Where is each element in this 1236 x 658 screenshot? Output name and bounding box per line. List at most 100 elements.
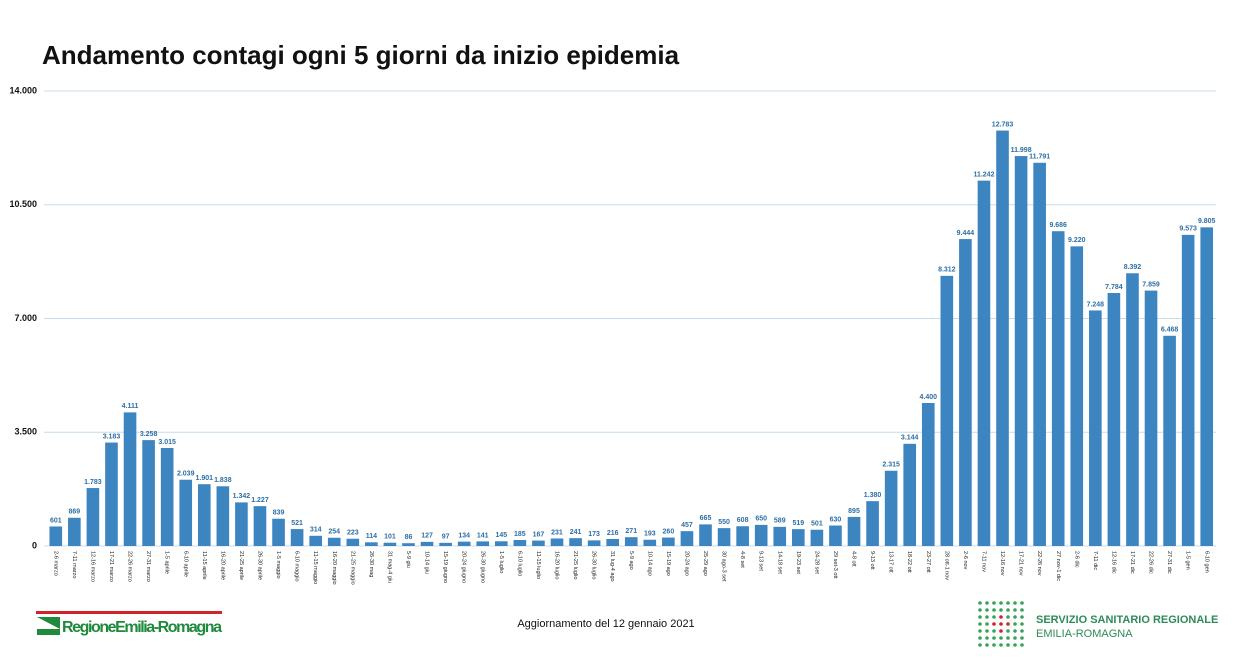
bar <box>160 448 174 546</box>
bar <box>680 531 694 546</box>
bar <box>940 275 954 546</box>
bar <box>420 541 434 546</box>
x-tick-label: 27-31 marzo <box>145 551 151 582</box>
bar <box>105 442 118 546</box>
value-label: 11.791 <box>1029 154 1050 161</box>
value-label: 7.784 <box>1105 284 1123 291</box>
bar <box>383 542 397 546</box>
bar <box>829 525 842 546</box>
logo-flag-stripe <box>37 617 60 629</box>
bar <box>68 517 81 546</box>
x-tick-label: 18-22 ott <box>906 551 912 573</box>
logo-dot <box>992 622 996 626</box>
value-label: 1.342 <box>233 493 251 500</box>
value-label: 3.258 <box>140 431 158 438</box>
value-label: 97 <box>442 534 450 541</box>
logo-dot <box>992 629 996 633</box>
value-label: 869 <box>69 509 81 516</box>
x-tick-label: 1-5 maggio <box>275 551 281 579</box>
value-label: 9.444 <box>957 230 975 237</box>
bar <box>959 239 972 546</box>
bar <box>532 540 545 546</box>
logo-dot <box>1020 615 1024 619</box>
value-label: 519 <box>792 520 804 527</box>
logo-dot <box>985 629 989 633</box>
logo-dot <box>992 615 996 619</box>
bar <box>197 484 211 546</box>
x-tick-label: 22-26 nov <box>1036 551 1042 576</box>
value-label: 167 <box>533 531 545 538</box>
value-label: 501 <box>811 521 823 528</box>
y-tick-label: 14.000 <box>9 85 37 95</box>
x-tick-label: 16-20 maggio <box>331 551 337 585</box>
bar <box>977 180 991 546</box>
x-tick-label: 27 nov-1 dic <box>1055 551 1061 581</box>
value-label: 223 <box>347 530 359 537</box>
bar <box>49 526 63 546</box>
bar <box>1089 310 1102 546</box>
x-tick-label: 12-16 nov <box>999 551 1005 576</box>
bar <box>921 403 935 546</box>
bar <box>662 537 675 546</box>
value-label: 608 <box>737 517 749 524</box>
logo-dot <box>1006 622 1010 626</box>
value-label: 1.783 <box>84 479 102 486</box>
logo-dot <box>1006 636 1010 640</box>
bar <box>513 539 527 546</box>
logo-dot <box>1013 629 1017 633</box>
x-tick-label: 6-10 luglio <box>516 551 522 576</box>
bar <box>1144 290 1158 546</box>
x-tick-label: 15-19 giugno <box>442 551 448 583</box>
bar <box>643 539 657 546</box>
value-label: 2.315 <box>882 462 900 469</box>
x-tick-label: 21-25 aprile <box>238 551 244 580</box>
value-label: 3.144 <box>901 435 919 442</box>
logo-dot <box>999 608 1003 612</box>
x-tick-label: 2-6 marzo <box>52 551 58 576</box>
value-label: 12.783 <box>992 121 1014 128</box>
x-tick-label: 13-17 ott <box>888 551 894 573</box>
x-tick-label: 15-19 ago <box>665 551 671 576</box>
value-label: 254 <box>328 529 340 536</box>
x-tick-label: 10-14 ago <box>646 551 652 576</box>
value-label: 260 <box>663 528 675 535</box>
value-label: 173 <box>588 531 600 538</box>
y-tick-label: 7.000 <box>14 313 37 323</box>
bar <box>457 541 471 546</box>
bar <box>309 535 322 546</box>
bar <box>494 541 508 546</box>
bar <box>86 488 100 546</box>
y-tick-label: 10.500 <box>9 199 37 209</box>
value-label: 231 <box>551 529 563 536</box>
region-logo-text: RegioneEmilia-Romagna <box>62 619 222 636</box>
bar <box>1070 246 1084 546</box>
bar <box>754 524 768 546</box>
value-label: 9.573 <box>1179 226 1197 233</box>
value-label: 521 <box>291 520 303 527</box>
x-tick-label: 28 ott-1 nov <box>943 551 949 580</box>
logo-dot <box>978 622 982 626</box>
x-tick-label: 9-13 set <box>758 551 764 571</box>
logo-dot <box>978 629 982 633</box>
value-label: 589 <box>774 518 786 525</box>
x-tick-label: 20-24 ago <box>683 551 689 576</box>
x-tick-label: 17-21 marzo <box>108 551 114 582</box>
x-tick-label: 2-6 nov <box>962 551 968 570</box>
bar <box>884 470 898 546</box>
value-label: 1.227 <box>251 497 269 504</box>
value-label: 457 <box>681 522 693 529</box>
bar <box>699 524 712 546</box>
logo-dot <box>985 636 989 640</box>
bar <box>996 130 1009 547</box>
value-label: 9.686 <box>1049 222 1067 229</box>
value-label: 2.039 <box>177 471 195 478</box>
value-label: 1.838 <box>214 477 232 484</box>
chart-title: Andamento contagi ogni 5 giorni da inizi… <box>42 40 680 70</box>
x-tick-label: 25-29 ago <box>702 551 708 576</box>
value-label: 11.998 <box>1011 147 1032 154</box>
value-label: 185 <box>514 531 526 538</box>
logo-dot <box>978 608 982 612</box>
bar <box>327 537 341 546</box>
region-logo: RegioneEmilia-Romagna <box>36 611 222 636</box>
value-label: 141 <box>477 532 489 539</box>
